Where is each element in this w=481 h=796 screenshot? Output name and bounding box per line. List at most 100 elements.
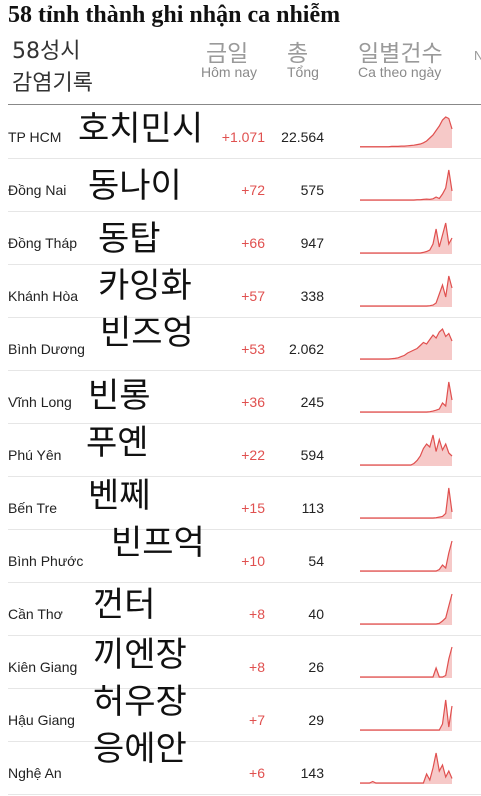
sparkline-area: [360, 170, 452, 201]
total-count: 594: [300, 447, 324, 463]
total-count: 338: [300, 288, 324, 304]
table-row: Hậu Giang 허우장 +7 29: [8, 682, 481, 742]
daily-sparkline: [360, 646, 453, 678]
sparkline-line: [360, 487, 453, 519]
sparkline-line: [360, 222, 453, 254]
sparkline-line: [360, 116, 453, 148]
province-name: Nghệ An: [8, 765, 62, 781]
table-row: Khánh Hòa 카잉화 +57 338: [8, 264, 481, 318]
province-name: Cần Thơ: [8, 606, 63, 622]
table-row: Vĩnh Long 빈롱 +36 245: [8, 370, 481, 424]
province-name: Khánh Hòa: [8, 288, 79, 304]
total-count: 22.564: [281, 129, 324, 145]
today-count: +57: [241, 288, 265, 304]
sparkline-line: [360, 381, 453, 413]
province-name-ko: 푸옌: [86, 423, 149, 463]
today-count: +10: [241, 553, 265, 569]
today-count: +36: [241, 394, 265, 410]
today-count: +53: [241, 341, 265, 357]
total-count: 2.062: [288, 341, 324, 357]
header-total[interactable]: Tổng: [287, 64, 319, 80]
sparkline-line: [360, 275, 453, 307]
table-row: Nghệ An 응에안 +6 143: [8, 729, 481, 795]
province-name-ko: 동탑: [98, 219, 161, 259]
total-count: 29: [308, 712, 324, 728]
province-name-ko: 카잉화: [98, 266, 192, 306]
daily-sparkline: [360, 381, 453, 413]
table-row: TP HCM 호치민시 +1.071 22.564: [8, 105, 481, 159]
sparkline-area: [360, 488, 452, 519]
daily-sparkline: [360, 487, 453, 519]
sparkline-line: [360, 540, 453, 572]
province-name-ko: 껀터: [93, 585, 156, 625]
daily-sparkline: [360, 116, 453, 148]
sparkline-line: [360, 169, 453, 201]
sparkline-area: [360, 329, 452, 360]
province-name: Vĩnh Long: [8, 394, 72, 410]
today-count: +1.071: [221, 129, 265, 145]
total-count: 143: [300, 765, 324, 781]
province-name-ko: 빈즈엉: [100, 313, 194, 353]
province-name: Đồng Nai: [8, 182, 67, 198]
table-row: Bến Tre 벤쩨 +15 113: [8, 476, 481, 530]
total-count: 245: [300, 394, 324, 410]
today-count: +66: [241, 235, 265, 251]
daily-sparkline: [360, 169, 453, 201]
table-row: Bình Phước 빈프억 +10 54: [8, 523, 481, 583]
sparkline-area: [360, 382, 452, 413]
province-name-ko: 끼엔장: [93, 635, 187, 675]
sparkline-area: [360, 753, 452, 784]
header-total-ko: 총: [287, 41, 309, 67]
province-name: Phú Yên: [8, 447, 62, 463]
province-name-ko: 호치민시: [78, 109, 204, 149]
sparkline-area: [360, 700, 452, 731]
today-count: +15: [241, 500, 265, 516]
today-count: +8: [249, 659, 265, 675]
header-today[interactable]: Hôm nay: [201, 64, 258, 80]
sparkline-line: [360, 434, 453, 466]
province-name: Đồng Tháp: [8, 235, 78, 251]
sparkline-line: [360, 699, 453, 731]
daily-sparkline: [360, 222, 453, 254]
total-count: 113: [301, 500, 324, 516]
sparkline-line: [360, 327, 453, 360]
daily-sparkline: [360, 699, 453, 731]
province-name-ko: 빈프억: [111, 523, 205, 563]
header-daily-ko: 일별건수: [358, 41, 443, 67]
header-cut-off: N: [474, 48, 481, 63]
province-name-ko: 동나이: [88, 166, 182, 206]
total-count: 947: [300, 235, 324, 251]
province-name: TP HCM: [8, 129, 62, 145]
daily-sparkline: [360, 327, 453, 360]
total-count: 54: [308, 553, 324, 569]
sparkline-area: [360, 435, 452, 466]
header-divider: [8, 104, 481, 105]
table-row: Cần Thơ 껀터 +8 40: [8, 582, 481, 636]
sparkline-area: [360, 276, 452, 307]
table-row: Đồng Tháp 동탑 +66 947: [8, 211, 481, 265]
sparkline-area: [360, 117, 452, 148]
province-name-ko: 빈롱: [88, 376, 151, 416]
province-name: Bình Phước: [8, 553, 84, 569]
daily-sparkline: [360, 540, 453, 572]
today-count: +72: [241, 182, 265, 198]
sparkline-line: [360, 646, 453, 678]
subtitle-ko: 58성시 감염기록: [12, 36, 93, 100]
table-row: Đồng Nai 동나이 +72 575: [8, 158, 481, 212]
province-name: Bình Dương: [8, 341, 85, 357]
table-row: Bình Dương 빈즈엉 +53 2.062: [8, 313, 481, 371]
province-name: Bến Tre: [8, 500, 58, 516]
province-name-ko: 벤쩨: [88, 476, 151, 516]
table-row: Kiên Giang 끼엔장 +8 26: [8, 635, 481, 689]
daily-sparkline: [360, 275, 453, 307]
sparkline-area: [360, 541, 452, 572]
province-name: Kiên Giang: [8, 659, 78, 675]
page-title: 58 tỉnh thành ghi nhận ca nhiễm: [8, 2, 341, 28]
total-count: 575: [300, 182, 324, 198]
total-count: 26: [308, 659, 324, 675]
today-count: +22: [241, 447, 265, 463]
sparkline-area: [360, 594, 452, 625]
subtitle-line-1: 58성시: [12, 39, 81, 64]
today-count: +8: [249, 606, 265, 622]
table-row: Phú Yên 푸옌 +22 594: [8, 423, 481, 477]
